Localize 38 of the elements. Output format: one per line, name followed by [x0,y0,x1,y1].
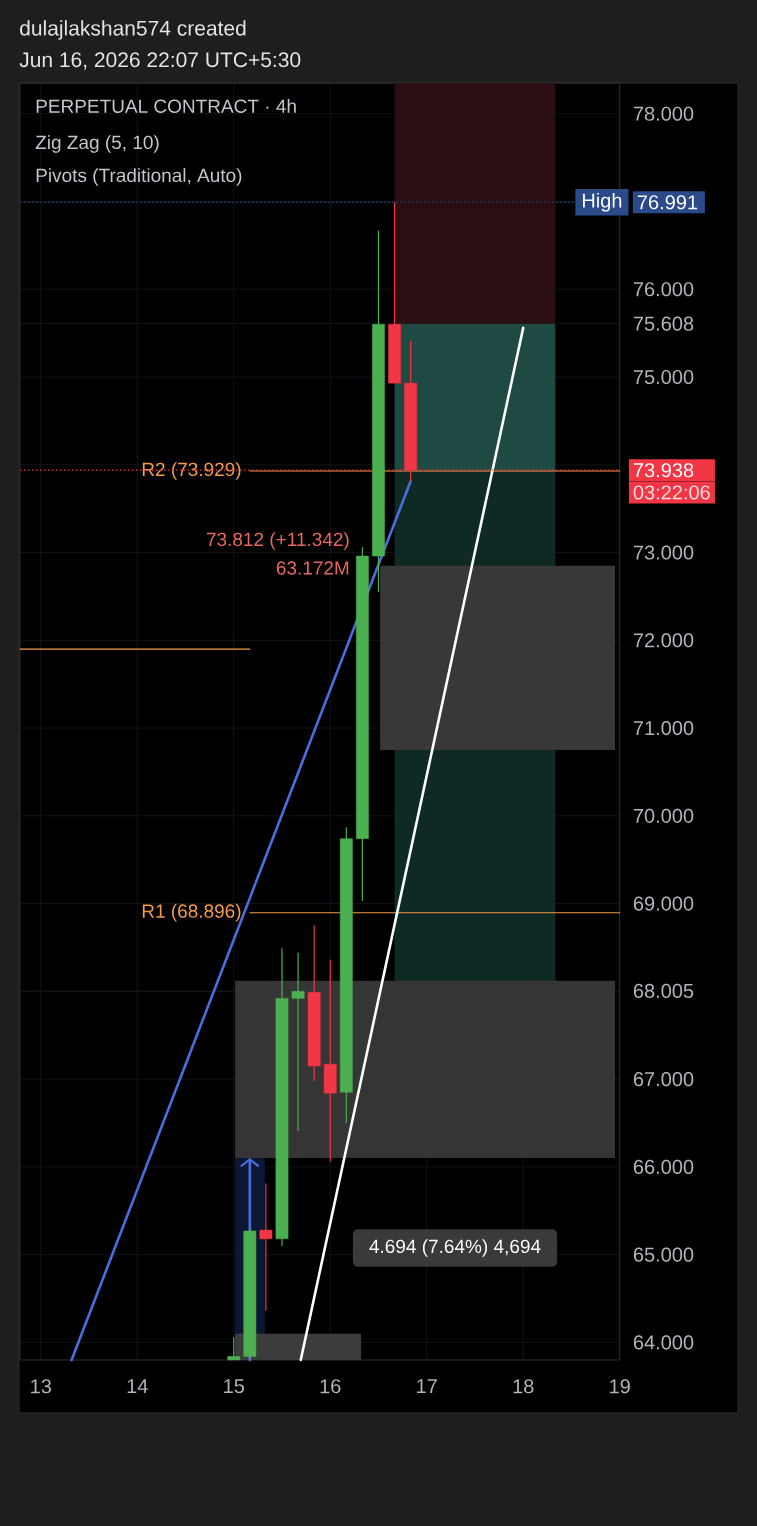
y-tick-label: 69.000 [633,896,694,911]
series-label: R1 (68.896) [142,903,241,922]
candlestick [259,1182,273,1312]
candlestick [227,1336,241,1361]
candlestick [291,952,305,1132]
x-tick-label: 15 [224,1379,245,1394]
ref-line-label: 73.938 [633,463,694,478]
series-label: R2 (73.929) [142,462,241,480]
y-tick-label: 72.000 [633,633,694,648]
annotation: 73.812 (+11.342) [206,532,349,550]
text: Jun 16, 2026 22:07 UTC+5:30 [19,52,301,70]
annotation: Pivots (Traditional, Auto) [36,168,242,186]
x-tick-label: 18 [513,1379,534,1394]
y-tick-label: 76.000 [633,282,694,297]
y-tick-label: 66.000 [633,1159,694,1174]
x-tick-label: 14 [127,1379,148,1393]
y-tick-label: 75.000 [633,369,694,385]
annotation: 4.694 (7.64%) 4,694 [369,1239,541,1257]
y-tick-label: 68.005 [633,983,694,998]
x-tick-label: 16 [320,1379,341,1394]
y-tick-label: 65.000 [633,1247,694,1262]
text: PERPETUAL CONTRACT · 4h [36,99,296,113]
y-tick-label: 73.000 [633,545,694,560]
ref-line-label: High [583,192,622,212]
text: 03:22:06 [633,485,710,500]
y-tick-label: 67.000 [633,1072,694,1087]
x-tick-label: 17 [417,1379,437,1393]
y-tick-label: 64.000 [633,1335,694,1350]
y-tick-label: 75.608 [633,316,694,331]
y-tick-label: 76.991 [637,195,698,210]
y-tick-label: 71.000 [633,720,694,736]
annotation: Zig Zag (5, 10) [35,135,159,153]
annotation: 63.172M [276,561,349,575]
y-tick-label: 78.000 [633,106,694,121]
text: dulajlakshan574 created [20,20,246,40]
y-tick-label: 70.000 [633,808,694,823]
x-tick-label: 13 [31,1379,52,1394]
x-tick-label: 19 [610,1379,630,1394]
